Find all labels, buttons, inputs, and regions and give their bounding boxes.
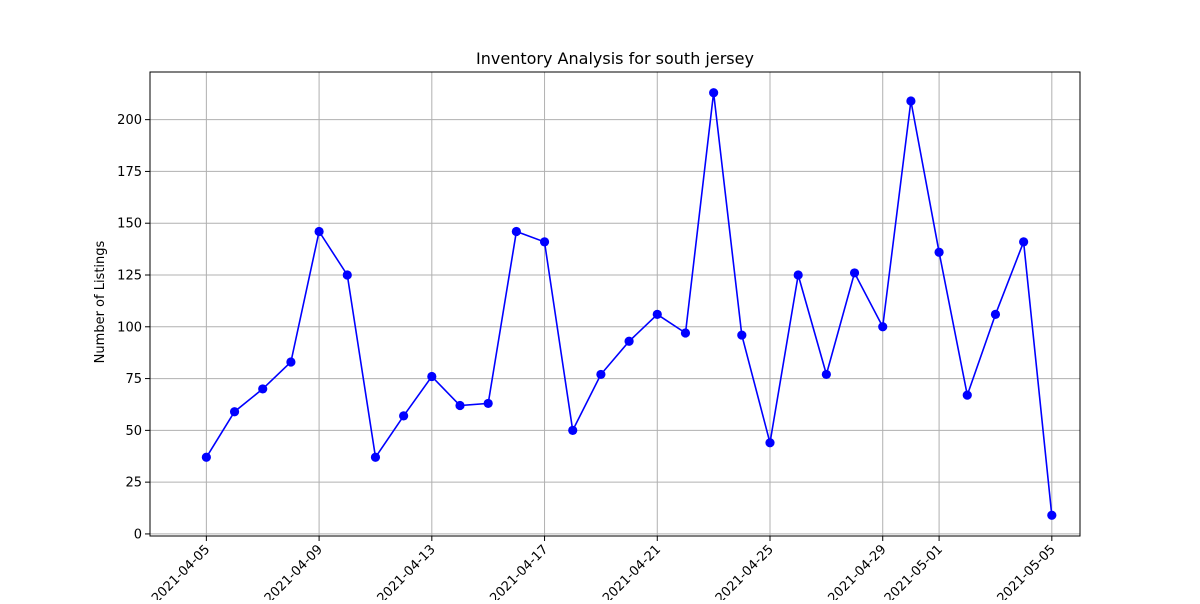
series-line [205,92,1053,516]
y-tick-label: 125 [117,269,142,284]
data-point [1047,510,1057,520]
chart-title: Inventory Analysis for south jersey [476,49,754,68]
data-point [342,270,352,280]
data-point [229,407,240,417]
data-point [455,400,465,411]
y-tick-label: 25 [125,476,142,491]
data-point [624,336,634,346]
x-tick-label: 2021-04-17 [487,542,551,600]
data-point [990,309,1001,319]
data-point [878,322,888,332]
x-tick-label: 2021-04-29 [826,542,890,600]
data-point [652,309,662,319]
x-tick-label: 2021-04-09 [262,542,326,600]
data-point [286,357,296,367]
data-point [427,371,437,382]
series-line-layer [205,92,1053,516]
data-point [511,226,521,237]
y-tick-label: 175 [117,165,142,180]
data-point [934,247,944,257]
x-tick-label: 2021-05-05 [995,542,1059,600]
data-point [906,96,916,106]
data-point [821,369,831,380]
y-tick-label: 200 [117,113,142,128]
data-point [258,384,268,394]
grid [150,72,1080,536]
data-point [399,411,409,421]
y-tick-label: 50 [125,424,142,439]
x-tick-label: 2021-05-01 [882,542,946,600]
data-point [1019,237,1029,247]
y-axis-label: Number of Listings [93,240,108,363]
data-point [849,268,860,278]
data-point [483,398,493,409]
data-point [962,390,972,400]
data-point [793,270,803,280]
data-point [680,328,691,338]
data-point [370,452,381,462]
data-point [539,237,550,247]
x-tick-label: 2021-04-25 [713,542,777,600]
data-point [596,369,606,380]
data-point [765,438,775,448]
x-axis-ticks: 2021-04-05 2021-04-09 2021-04-13 2021-04-17… [149,536,1059,604]
data-point [201,452,211,462]
data-point [568,425,578,435]
y-tick-label: 100 [117,320,142,335]
y-axis-ticks: 0 25 50 75 100 125 150 175 200 [117,113,150,542]
y-tick-label: 150 [117,217,142,232]
y-tick-label: 75 [125,372,142,387]
data-point [314,226,324,237]
y-tick-label: 0 [134,527,142,542]
x-tick-label: 2021-04-05 [149,542,213,600]
data-point [737,330,747,340]
plot-frame [149,71,1081,537]
series-markers [201,88,1057,520]
x-tick-label: 2021-04-21 [600,542,664,600]
data-point [709,88,719,98]
x-tick-label: 2021-04-13 [375,542,439,600]
